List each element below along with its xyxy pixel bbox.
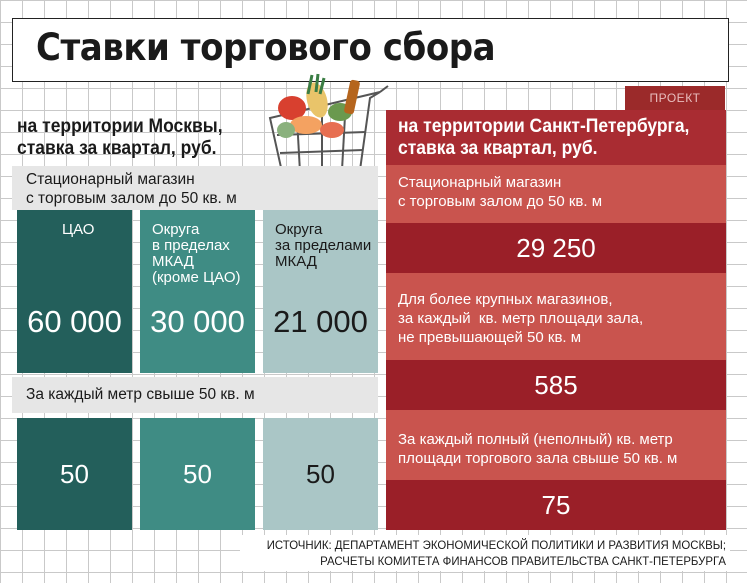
spb-row2-value: 585 bbox=[386, 360, 726, 410]
moscow-per-meter-inside-mkad: 50 bbox=[140, 418, 255, 530]
moscow-column-cao: ЦАО 60 000 bbox=[17, 210, 132, 373]
column-value: 30 000 bbox=[150, 304, 245, 339]
moscow-per-meter-cao: 50 bbox=[17, 418, 132, 530]
moscow-heading: на территории Москвы, ставка за квартал,… bbox=[17, 116, 223, 159]
column-label: Округа в пределах МКАД (кроме ЦАО) bbox=[152, 221, 241, 286]
column-label: ЦАО bbox=[62, 221, 95, 238]
spb-row2-label: Для более крупных магазинов, за каждый к… bbox=[386, 273, 726, 360]
moscow-stationary-label: Стационарный магазин с торговым залом до… bbox=[12, 166, 378, 210]
moscow-per-meter-label: За каждый метр свыше 50 кв. м bbox=[12, 377, 378, 413]
moscow-column-inside-mkad: Округа в пределах МКАД (кроме ЦАО) 30 00… bbox=[140, 210, 255, 373]
moscow-per-meter-outside-mkad: 50 bbox=[263, 418, 378, 530]
source-note: ИСТОЧНИК: ДЕПАРТАМЕНТ ЭКОНОМИЧЕСКОЙ ПОЛИ… bbox=[240, 535, 730, 571]
project-tab: ПРОЕКТ bbox=[625, 86, 725, 110]
column-value: 60 000 bbox=[27, 304, 122, 339]
page-title: Ставки торгового сбора bbox=[36, 26, 496, 69]
spb-heading: на территории Санкт-Петербурга, ставка з… bbox=[386, 110, 726, 165]
spb-row1-value: 29 250 bbox=[386, 223, 726, 273]
spb-row3-label: За каждый полный (неполный) кв. метр пло… bbox=[386, 410, 726, 480]
column-value: 21 000 bbox=[273, 304, 368, 339]
column-label: Округа за пределами МКАД bbox=[275, 221, 372, 270]
spb-row1-label: Стационарный магазин с торговым залом до… bbox=[386, 165, 726, 223]
moscow-column-outside-mkad: Округа за пределами МКАД 21 000 bbox=[263, 210, 378, 373]
title-panel bbox=[12, 18, 729, 82]
spb-row3-value: 75 bbox=[386, 480, 726, 530]
